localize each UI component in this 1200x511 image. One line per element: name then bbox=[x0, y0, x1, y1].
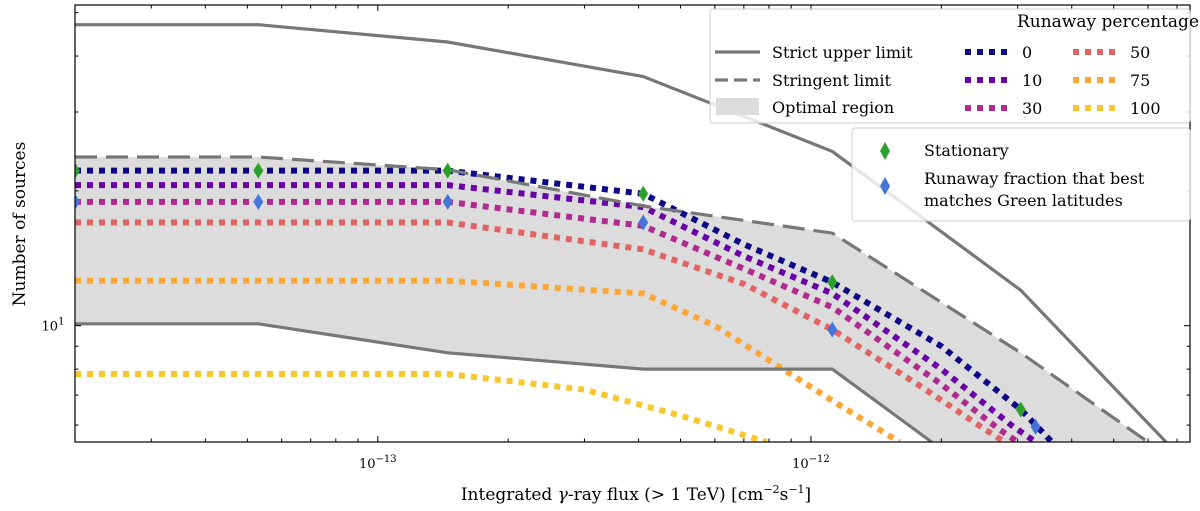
x-tick-label: 10−12 bbox=[792, 454, 830, 472]
stringent-limit-line bbox=[75, 155, 1149, 442]
legend-optimal-label: Optimal region bbox=[772, 98, 894, 117]
legend-strict-label: Strict upper limit bbox=[772, 43, 913, 62]
x-axis-title: Integrated γ-ray flux (> 1 TeV) [cm−2s−1… bbox=[461, 483, 811, 505]
legend-markers-box bbox=[851, 127, 1191, 222]
legend-label-10: 10 bbox=[1022, 71, 1042, 90]
legend-box bbox=[709, 8, 1191, 124]
legend-label-50: 50 bbox=[1130, 43, 1150, 62]
markers-layer bbox=[75, 162, 1041, 435]
best-match-marker bbox=[442, 193, 453, 210]
stationary-marker bbox=[442, 162, 453, 179]
best-match-marker bbox=[638, 214, 649, 231]
legend-runaway-entries: 0 10 30 50 75 100 bbox=[965, 43, 1161, 118]
plot-area bbox=[75, 23, 1168, 442]
runaway-series-100 bbox=[75, 371, 768, 442]
legend-stationary-marker bbox=[880, 142, 890, 160]
best-match-marker bbox=[75, 193, 80, 210]
plot-frame bbox=[74, 4, 1191, 443]
legend-best-match-label-line1: Runaway fraction that best bbox=[924, 169, 1145, 188]
best-match-marker bbox=[827, 321, 838, 338]
stationary-marker bbox=[253, 162, 264, 179]
best-match-marker bbox=[1030, 418, 1041, 435]
strict-lower-limit-line bbox=[75, 322, 933, 442]
legend-best-match-marker bbox=[880, 177, 890, 195]
legend-stationary-label: Stationary bbox=[924, 141, 1009, 160]
stationary-marker bbox=[75, 162, 80, 179]
legend-markers: Stationary Runaway fraction that best ma… bbox=[851, 127, 1191, 222]
legend-stringent-label: Stringent limit bbox=[772, 71, 892, 90]
legend-label-100: 100 bbox=[1130, 99, 1161, 118]
legend-runaway: Runaway percentage Strict upper limit St… bbox=[709, 8, 1199, 124]
legend-label-30: 30 bbox=[1022, 99, 1042, 118]
runaway-series-75 bbox=[75, 277, 901, 442]
legend-label-0: 0 bbox=[1022, 43, 1032, 62]
stationary-marker bbox=[827, 274, 838, 291]
runaway-series-0 bbox=[75, 167, 1055, 442]
legend-best-match-label-line2: matches Green latitudes bbox=[924, 191, 1123, 210]
stationary-marker bbox=[1015, 401, 1026, 418]
y-tick-label: 101 bbox=[42, 317, 65, 335]
axis-ticks: 10−13 10−12 101 bbox=[42, 5, 1190, 472]
legend-optimal-swatch bbox=[716, 98, 759, 115]
y-axis-title: Number of sources bbox=[10, 142, 30, 307]
legend-title: Runaway percentage bbox=[1017, 12, 1199, 32]
strict-upper-limit-line bbox=[75, 23, 1168, 442]
best-match-marker bbox=[253, 193, 264, 210]
runaway-series-50 bbox=[75, 219, 1007, 442]
legend-label-75: 75 bbox=[1130, 71, 1150, 90]
x-tick-label: 10−13 bbox=[359, 454, 397, 472]
optimal-region-fill bbox=[75, 157, 1148, 442]
stationary-marker bbox=[638, 185, 649, 202]
